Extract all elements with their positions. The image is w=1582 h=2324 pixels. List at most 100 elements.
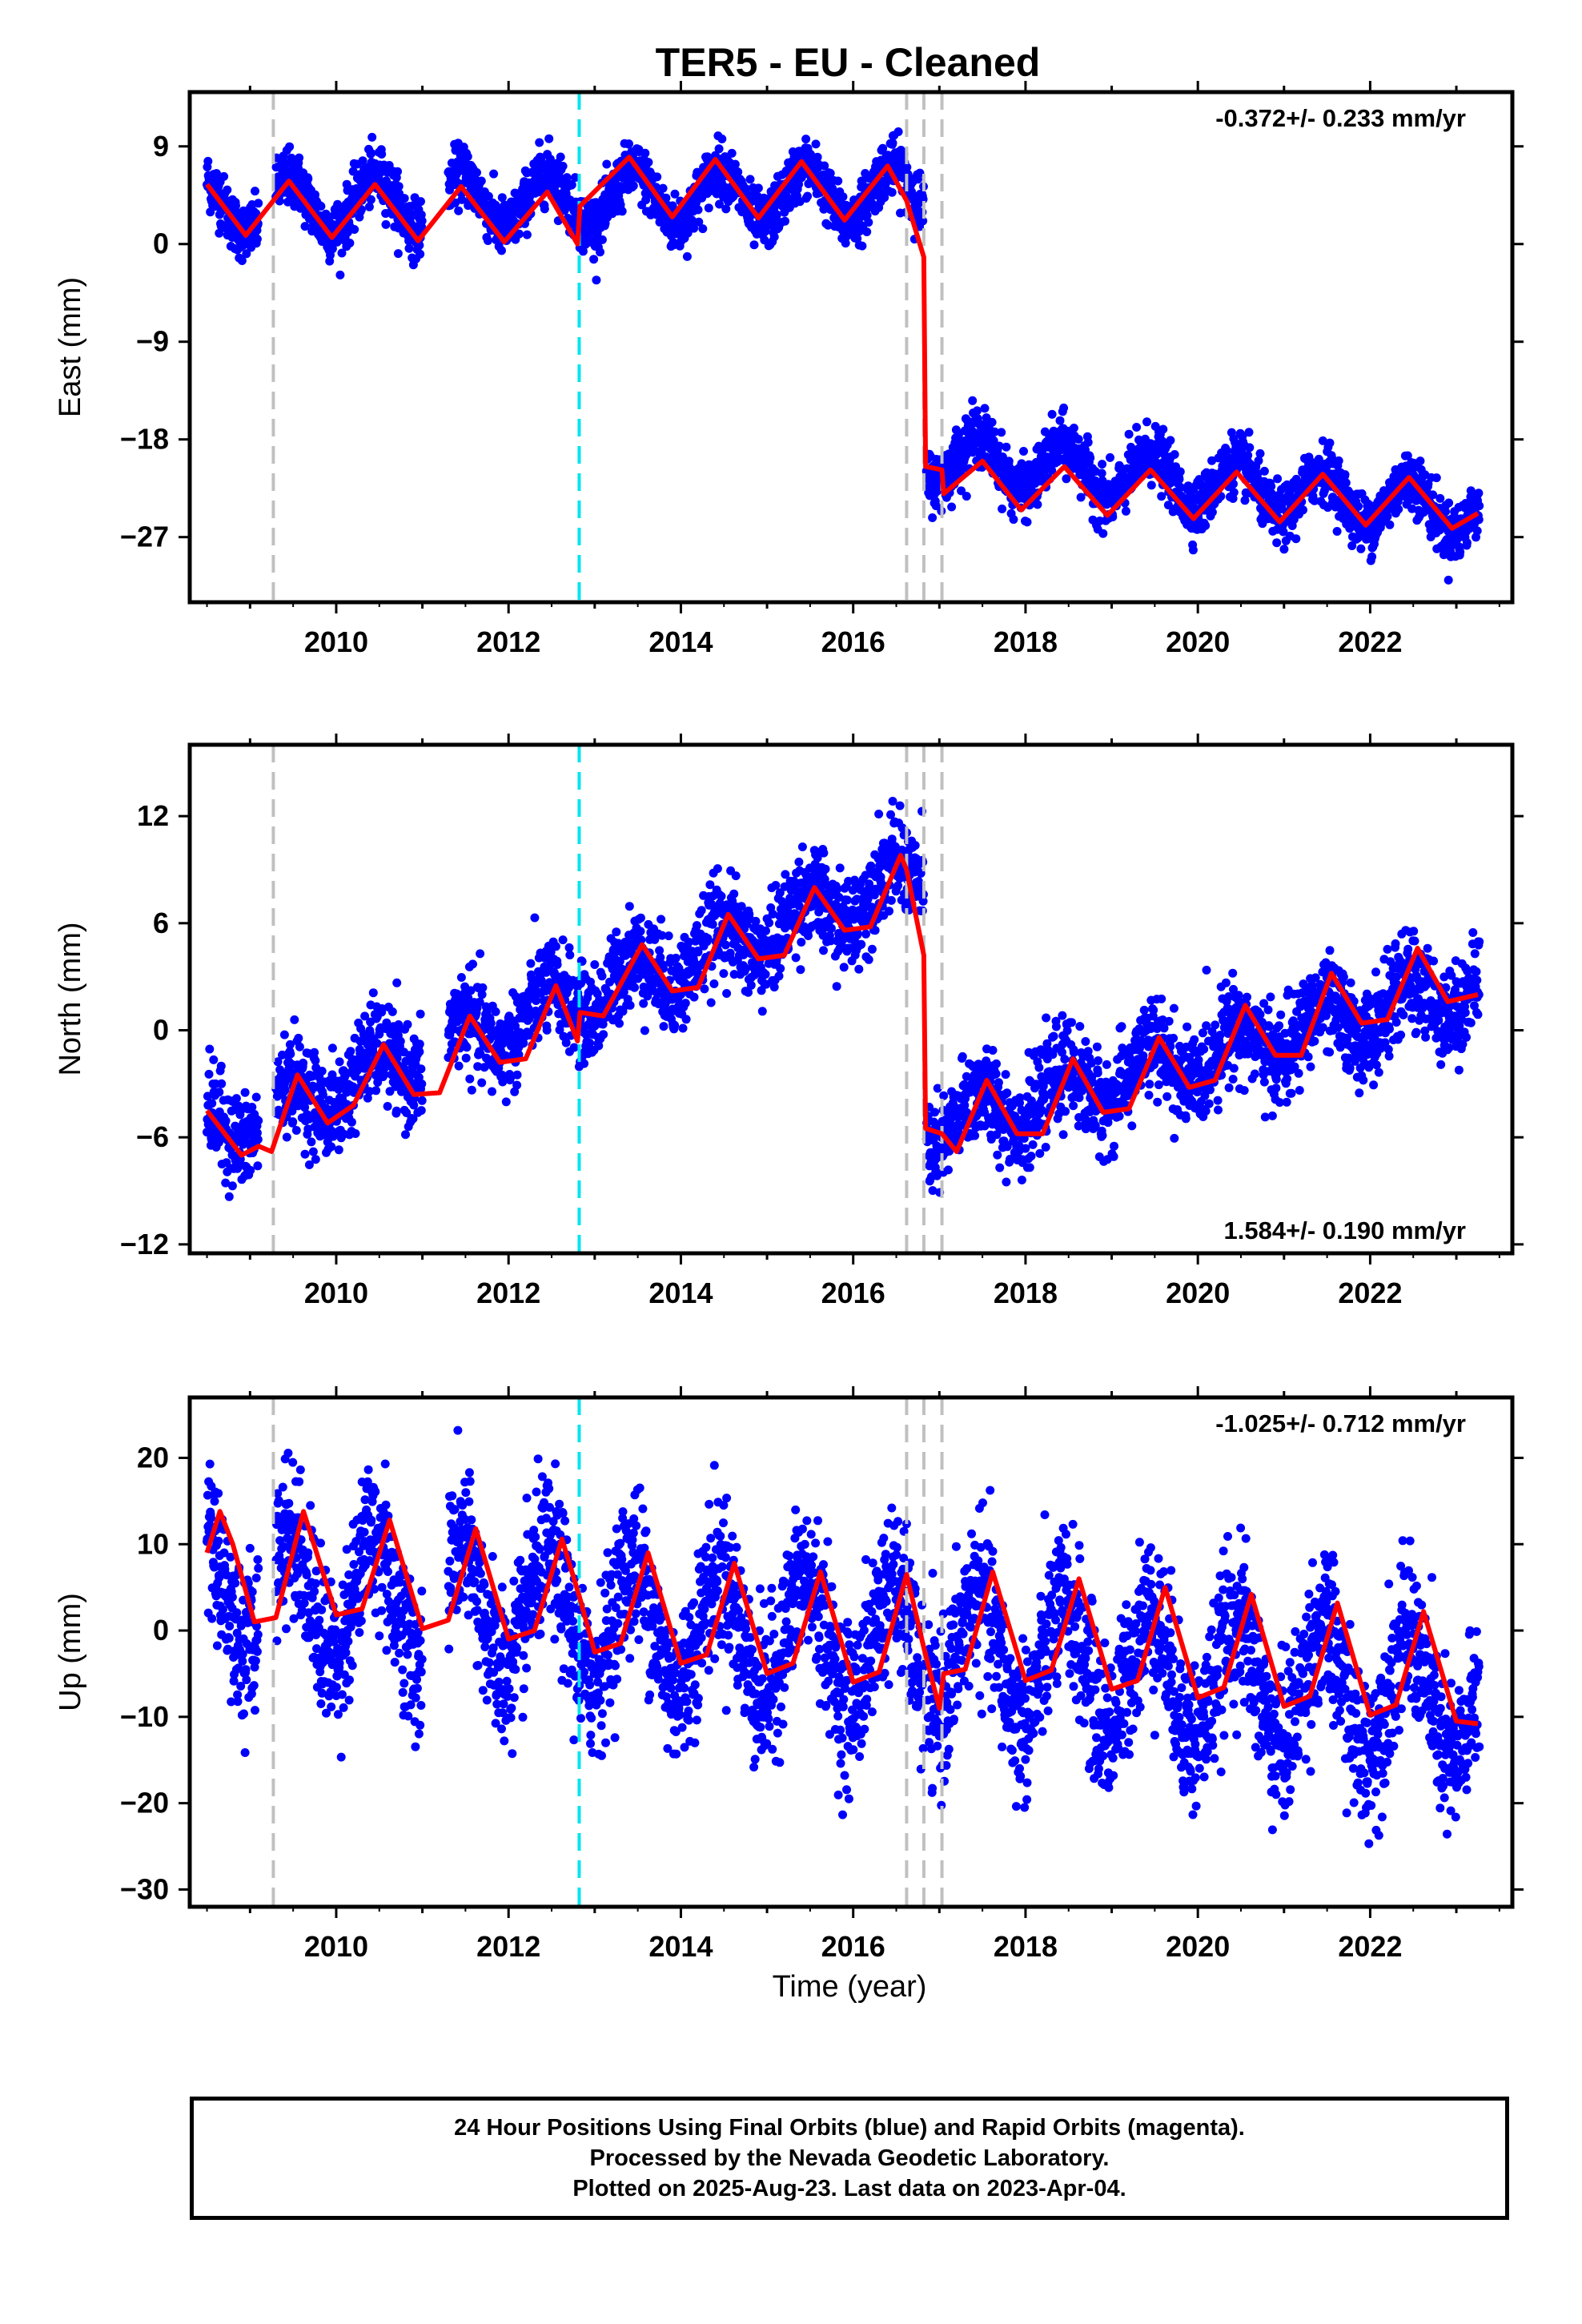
data-point xyxy=(221,1178,231,1188)
data-point xyxy=(1340,470,1350,480)
data-point xyxy=(644,158,653,167)
data-point xyxy=(466,986,476,995)
data-point xyxy=(391,1106,401,1116)
data-point xyxy=(288,1117,298,1127)
data-point xyxy=(457,195,467,204)
data-point xyxy=(1146,480,1156,490)
data-point xyxy=(556,152,565,162)
data-point xyxy=(544,134,554,143)
data-point xyxy=(1121,506,1130,516)
data-point xyxy=(540,204,549,214)
data-point xyxy=(416,1009,425,1019)
data-point xyxy=(1243,451,1253,460)
data-point xyxy=(387,1007,397,1016)
data-point xyxy=(615,1019,624,1028)
data-point xyxy=(415,240,424,250)
data-point xyxy=(857,241,867,251)
data-point xyxy=(203,156,213,166)
data-point xyxy=(596,247,604,257)
data-point xyxy=(1383,512,1392,521)
data-point xyxy=(237,256,247,265)
data-point xyxy=(224,1192,234,1201)
data-point xyxy=(1428,490,1438,500)
data-point xyxy=(252,1128,262,1138)
data-point xyxy=(987,417,997,427)
data-point xyxy=(624,902,634,911)
data-point xyxy=(1456,547,1465,557)
data-point xyxy=(286,1049,295,1059)
data-point xyxy=(203,1092,212,1101)
data-point xyxy=(477,990,487,999)
y-tick-label: −27 xyxy=(120,521,169,553)
data-point xyxy=(973,406,982,416)
data-point xyxy=(998,505,1007,513)
data-point xyxy=(639,999,648,1008)
data-point xyxy=(1393,497,1403,506)
data-point xyxy=(1444,498,1454,508)
data-point xyxy=(636,927,645,936)
data-point xyxy=(1152,449,1162,459)
plot-area xyxy=(203,92,1484,602)
data-point xyxy=(605,977,614,987)
data-point xyxy=(514,1050,524,1059)
data-point xyxy=(456,973,466,982)
data-point xyxy=(512,1070,522,1080)
data-point xyxy=(1431,473,1441,483)
data-point xyxy=(366,195,375,204)
panel-frame xyxy=(187,90,1515,605)
data-point xyxy=(1158,424,1168,434)
data-point xyxy=(308,1147,318,1156)
data-point xyxy=(227,1181,237,1191)
data-point xyxy=(223,185,232,195)
data-point xyxy=(997,428,1006,437)
data-point xyxy=(304,1114,314,1124)
data-point xyxy=(476,949,485,959)
data-point xyxy=(602,159,612,169)
data-point xyxy=(717,135,727,143)
data-point xyxy=(1332,527,1342,536)
data-point xyxy=(1055,416,1065,425)
data-point xyxy=(1124,429,1134,439)
data-point xyxy=(619,987,628,997)
data-point xyxy=(838,192,848,202)
y-tick-label: 9 xyxy=(153,130,169,163)
data-point xyxy=(216,1061,226,1071)
data-point xyxy=(393,167,402,176)
data-point xyxy=(694,217,704,227)
data-point xyxy=(254,1116,263,1125)
data-point xyxy=(682,251,692,261)
data-point xyxy=(241,1136,251,1146)
data-point xyxy=(480,1063,489,1072)
data-point xyxy=(475,997,484,1007)
data-point xyxy=(733,167,743,177)
data-point xyxy=(567,180,576,190)
data-point xyxy=(597,971,607,981)
data-point xyxy=(409,1100,419,1110)
data-point xyxy=(578,247,588,256)
data-point xyxy=(303,174,313,183)
data-point xyxy=(295,153,304,163)
data-point xyxy=(1346,489,1355,499)
data-point xyxy=(392,978,402,987)
data-point xyxy=(415,1039,424,1049)
data-point xyxy=(348,167,358,176)
data-point xyxy=(1466,486,1476,496)
data-point xyxy=(616,200,625,209)
data-point xyxy=(206,207,215,217)
data-point xyxy=(327,1043,337,1053)
data-point xyxy=(1394,505,1403,514)
data-point xyxy=(364,202,374,211)
data-point xyxy=(1229,488,1239,497)
data-point xyxy=(235,1110,245,1120)
data-point xyxy=(287,1106,297,1116)
data-point xyxy=(393,249,403,259)
data-point xyxy=(467,1085,476,1095)
data-point xyxy=(1166,436,1175,445)
data-point xyxy=(721,204,731,214)
data-point xyxy=(714,144,724,154)
data-point xyxy=(1157,492,1166,501)
data-point xyxy=(599,1030,608,1039)
data-point xyxy=(394,182,404,191)
data-point xyxy=(497,193,507,203)
data-point xyxy=(337,248,347,258)
